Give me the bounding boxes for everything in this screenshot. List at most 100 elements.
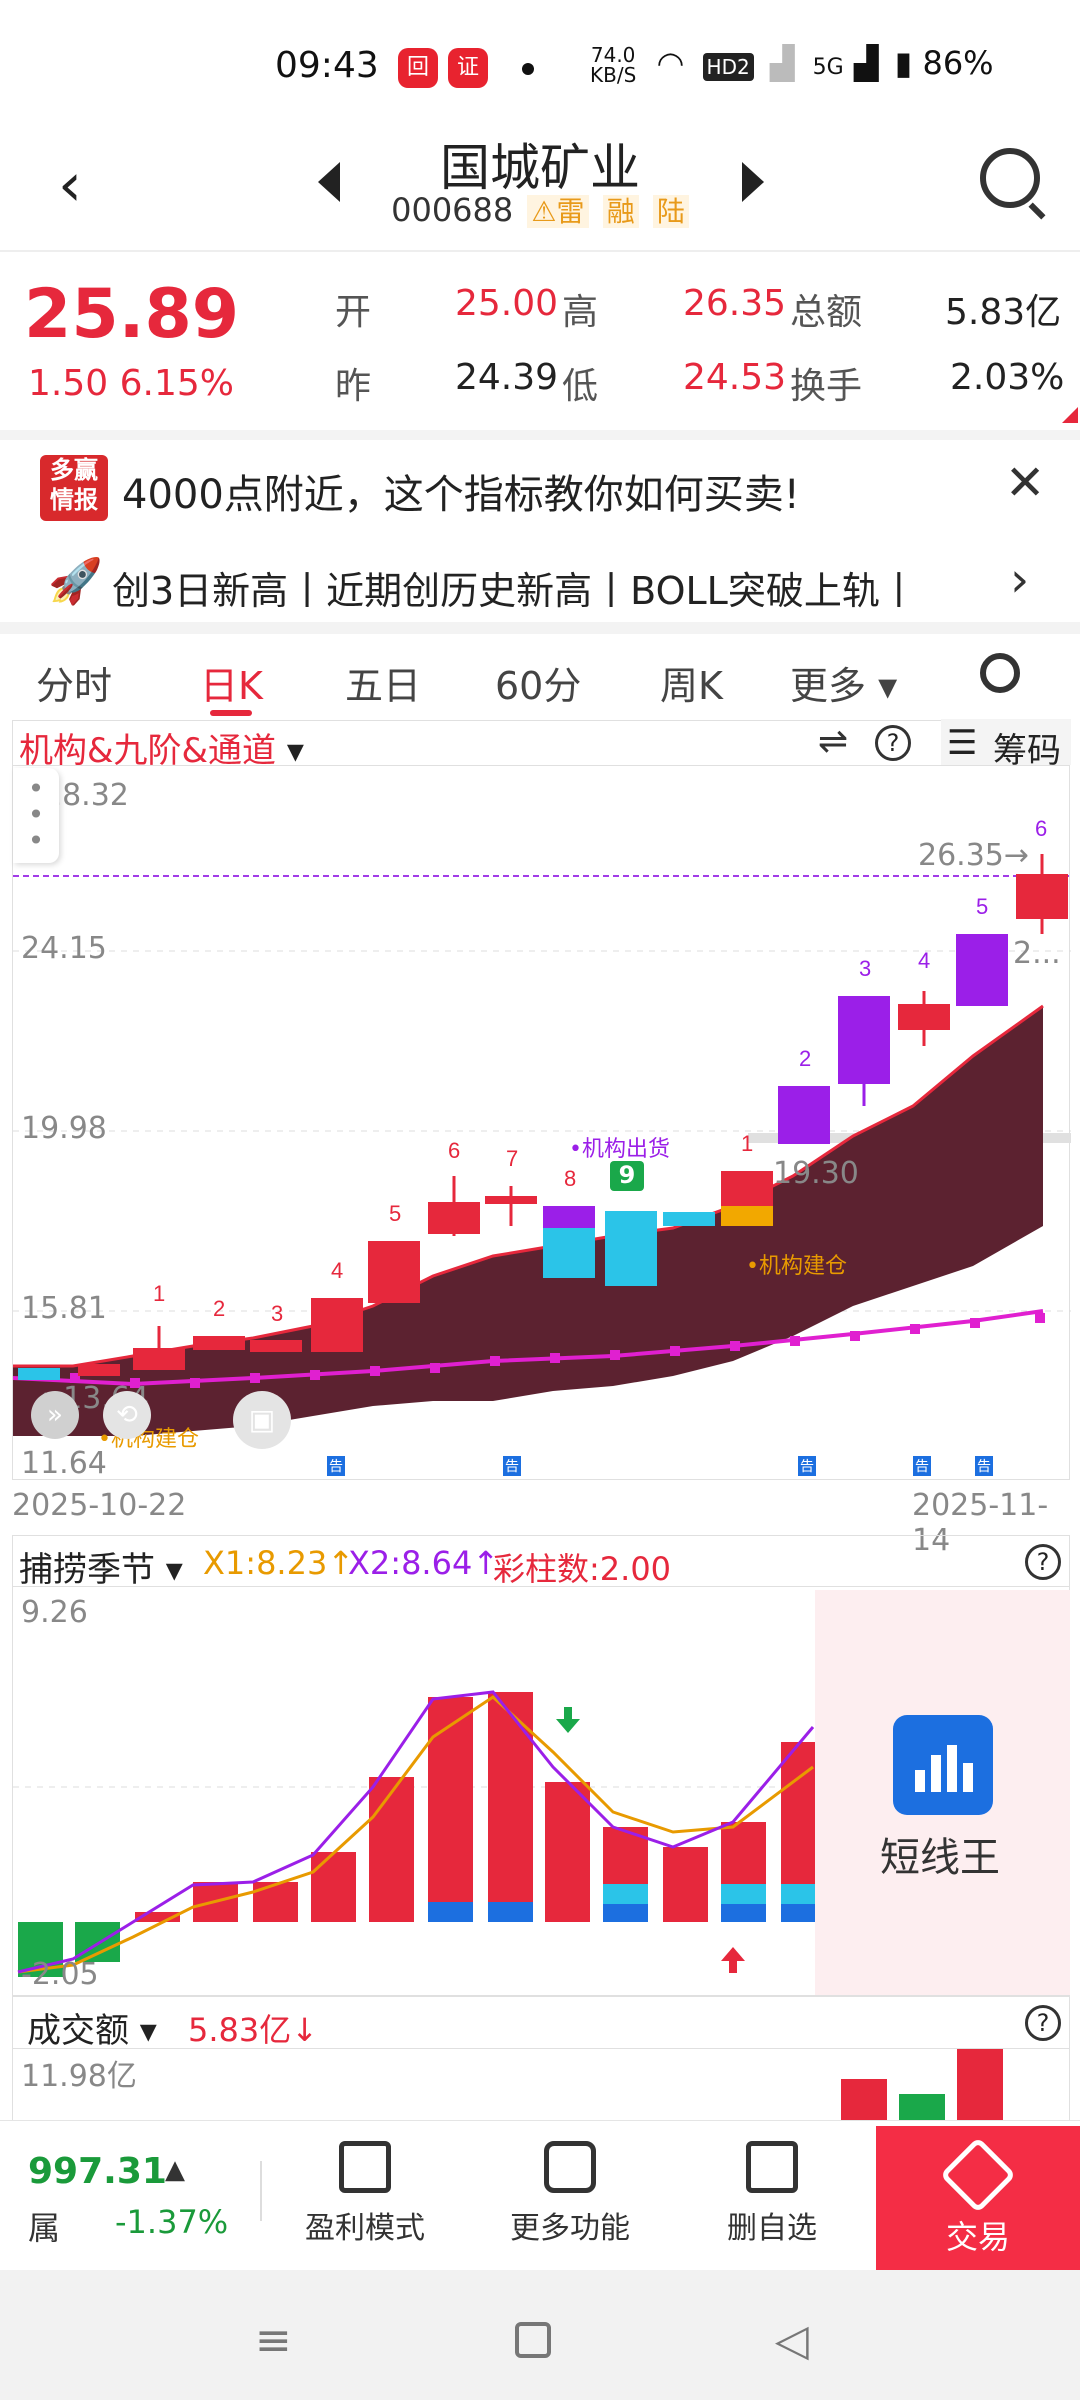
svg-text:2: 2 — [213, 1296, 225, 1321]
high-price-marker: 26.35→ — [918, 838, 1030, 873]
more-functions-button[interactable]: 更多功能 — [490, 2141, 650, 2247]
net-unit: KB/S — [590, 63, 637, 87]
sub-y-bottom: -2.05 — [21, 1957, 99, 1992]
back-icon[interactable]: ‹ — [58, 150, 82, 220]
announcement-icon[interactable]: 告 — [913, 1456, 931, 1476]
announcement-icon[interactable]: 告 — [327, 1456, 345, 1476]
help-icon[interactable]: ? — [1025, 2005, 1061, 2041]
net-speed: 74.0 — [590, 43, 636, 67]
ticker-text[interactable]: 创3日新高丨近期创历史新高丨BOLL突破上轨丨 — [112, 569, 918, 613]
svg-text:1: 1 — [153, 1281, 165, 1306]
tab-weekly-k[interactable]: 周K — [660, 664, 723, 708]
end-date: 2025-11-14 — [912, 1488, 1049, 1558]
bar-chart-icon[interactable] — [893, 1715, 993, 1815]
ad-text[interactable]: 4000点附近，这个指标教你如何买卖! — [122, 472, 800, 518]
wifi-icon: ◠ — [656, 44, 685, 82]
risk-tag[interactable]: ⚠雷 — [527, 195, 589, 228]
prev-close-value: 24.39 — [455, 357, 559, 398]
low-label: 低 — [562, 366, 599, 407]
next-stock-icon[interactable] — [742, 162, 764, 202]
svg-text:4: 4 — [331, 1258, 343, 1283]
high-value: 26.35 — [683, 283, 787, 324]
database-icon: ☰ — [947, 723, 978, 763]
stock-code: 000688 — [391, 191, 514, 229]
volume-chart[interactable]: 11.98亿 — [12, 2048, 1070, 2120]
home-icon[interactable] — [515, 2322, 551, 2358]
hk-connect-tag[interactable]: 陆 — [652, 195, 689, 228]
institution-sell-annotation: •机构出货 — [569, 1137, 670, 1162]
clock: 09:43 — [275, 45, 379, 86]
expand-icon[interactable]: » — [31, 1391, 79, 1439]
tab-more[interactable]: 更多 ▾ — [790, 664, 898, 708]
chip-distribution-button[interactable] — [941, 719, 1071, 765]
open-label: 开 — [335, 292, 372, 333]
swap-icon[interactable]: ⇌ — [818, 721, 849, 762]
announcement-icon[interactable]: 告 — [798, 1456, 816, 1476]
svg-text:8: 8 — [564, 1166, 576, 1191]
help-icon[interactable]: ? — [875, 725, 911, 761]
menu-icon[interactable]: ≡ — [255, 2315, 292, 2366]
back-nav-icon[interactable]: ◁ — [775, 2315, 809, 2366]
channel-upper-line — [13, 1004, 1044, 1368]
hd-icon: HD2 — [702, 53, 754, 81]
spacer — [0, 430, 1080, 442]
prev-close-label: 昨 — [335, 366, 372, 407]
search-icon[interactable] — [980, 148, 1040, 208]
volume-svg — [841, 2049, 1003, 2120]
spacer — [0, 622, 1080, 634]
ad-banner[interactable]: 多赢 情报 4000点附近，这个指标教你如何买卖! ✕ — [0, 440, 1080, 535]
signal-bars-icon: ▟ — [853, 44, 879, 82]
tab-60min[interactable]: 60分 — [495, 664, 582, 708]
system-nav-bar: ≡ ◁ — [0, 2270, 1080, 2400]
status-bar: 09:43 回 证 74.0 KB/S ◠ HD2 ▟ 5G ▟ ▮ 86% — [0, 0, 1080, 130]
index-name: 属 — [28, 2209, 61, 2247]
remove-watchlist-button[interactable]: 删自选 — [692, 2141, 852, 2247]
app-notification-icon: 回 — [398, 48, 438, 88]
stock-header: ‹ 国城矿业 000688 ⚠雷 融 陆 — [0, 120, 1080, 250]
minus-box-icon — [746, 2141, 798, 2193]
signal-ticker[interactable]: 🚀 创3日新高丨近期创历史新高丨BOLL突破上轨丨 › — [0, 540, 1080, 625]
svg-text:2: 2 — [799, 1046, 811, 1071]
ad-logo: 多赢 情报 — [40, 455, 108, 521]
margin-tag[interactable]: 融 — [602, 195, 639, 228]
promo-label[interactable]: 短线王 — [880, 1835, 1000, 1881]
channel-band — [13, 1006, 1043, 1436]
volume-selector[interactable]: 成交额 ▾ — [27, 2011, 157, 2051]
trade-button[interactable]: 交易 — [876, 2126, 1080, 2270]
settings-icon[interactable] — [980, 653, 1020, 693]
tab-daily-k[interactable]: 日K — [200, 664, 263, 708]
kline-svg: 1 2 3 4 5 6 7 8 1 2 3 4 5 6 — [13, 816, 1071, 1436]
prev-stock-icon[interactable] — [318, 162, 340, 202]
sub-indicator-selector[interactable]: 捕捞季节 ▾ — [19, 1550, 183, 1590]
sub-y-top: 9.26 — [21, 1595, 88, 1630]
season-chart[interactable]: 9.26 -2.05 — [12, 1586, 1070, 1996]
high-label: 高 — [562, 292, 599, 333]
draw-tool-icon[interactable]: ▣ — [233, 1391, 291, 1449]
corner-flag-icon — [1062, 407, 1078, 423]
index-value[interactable]: 997.31 — [28, 2151, 167, 2192]
mid-price-marker: 19.30 — [773, 1156, 859, 1191]
close-icon[interactable]: ✕ — [1005, 455, 1046, 511]
help-icon[interactable]: ? — [1025, 1544, 1061, 1580]
announcement-icon[interactable]: 告 — [975, 1456, 993, 1476]
price-change: 1.50 6.15% — [28, 363, 234, 404]
tab-five-day[interactable]: 五日 — [345, 664, 422, 708]
y-axis-label: 19.98 — [21, 1111, 107, 1146]
battery-icon: ▮ — [894, 44, 913, 82]
season-bars — [18, 1692, 816, 1977]
chevron-right-icon[interactable]: › — [1010, 552, 1030, 608]
announcement-icon[interactable]: 告 — [503, 1456, 521, 1476]
quote-panel: 25.89 1.50 6.15% 开 25.00 高 26.35 总额 5.83… — [0, 255, 1080, 430]
profit-mode-button[interactable]: 盈利模式 — [285, 2141, 445, 2247]
x2-value: X2:8.64↑ — [348, 1544, 500, 1582]
season-svg — [13, 1690, 816, 1977]
institution-build-annotation: •机构建仓 — [746, 1254, 847, 1279]
turnover-value: 2.03% — [950, 357, 1065, 398]
chart-menu-icon[interactable]: • • • — [13, 768, 59, 863]
back-history-icon[interactable]: ⟲ — [103, 1391, 151, 1439]
tab-intraday[interactable]: 分时 — [36, 664, 113, 708]
indicator-selector[interactable]: 机构&九阶&通道 ▾ — [19, 731, 304, 771]
open-value: 25.00 — [455, 283, 559, 324]
trade-icon — [939, 2136, 1017, 2214]
